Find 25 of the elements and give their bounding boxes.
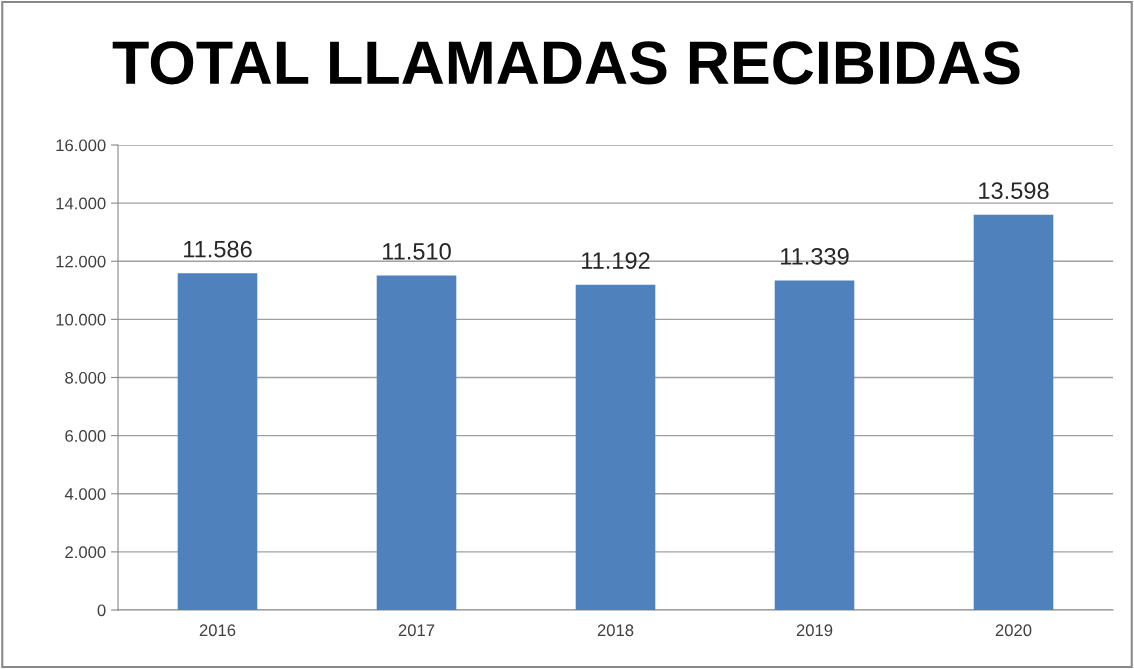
chart-title: TOTAL LLAMADAS RECIBIDAS: [112, 41, 1020, 85]
bar: [575, 284, 656, 610]
bar: [973, 214, 1054, 610]
x-tick-label: 2017: [398, 624, 435, 637]
y-tick-label: 0: [97, 604, 106, 617]
y-tick-label: 8.000: [65, 371, 106, 384]
y-tick-label: 2.000: [65, 546, 106, 559]
y-tick-label: 12.000: [56, 255, 106, 268]
y-tick-label: 16.000: [56, 139, 106, 152]
data-label: 11.192: [582, 252, 650, 269]
y-tick-label: 4.000: [64, 488, 106, 500]
data-label: 11.510: [383, 242, 451, 260]
bar: [177, 273, 258, 610]
bar: [376, 275, 457, 610]
x-tick-label: 2016: [199, 624, 236, 637]
x-tick-label: 2019: [796, 624, 833, 637]
data-label: 11.339: [781, 247, 849, 265]
data-label: 13.598: [979, 182, 1049, 200]
bar: [774, 280, 855, 610]
x-tick-label: 2020: [995, 624, 1032, 637]
x-tick-label: 2018: [597, 624, 634, 637]
y-tick-label: 6.000: [65, 430, 106, 442]
y-tick-label: 14.000: [56, 197, 106, 210]
y-tick-label: 10.000: [56, 313, 106, 326]
data-label: 11.586: [184, 240, 252, 258]
